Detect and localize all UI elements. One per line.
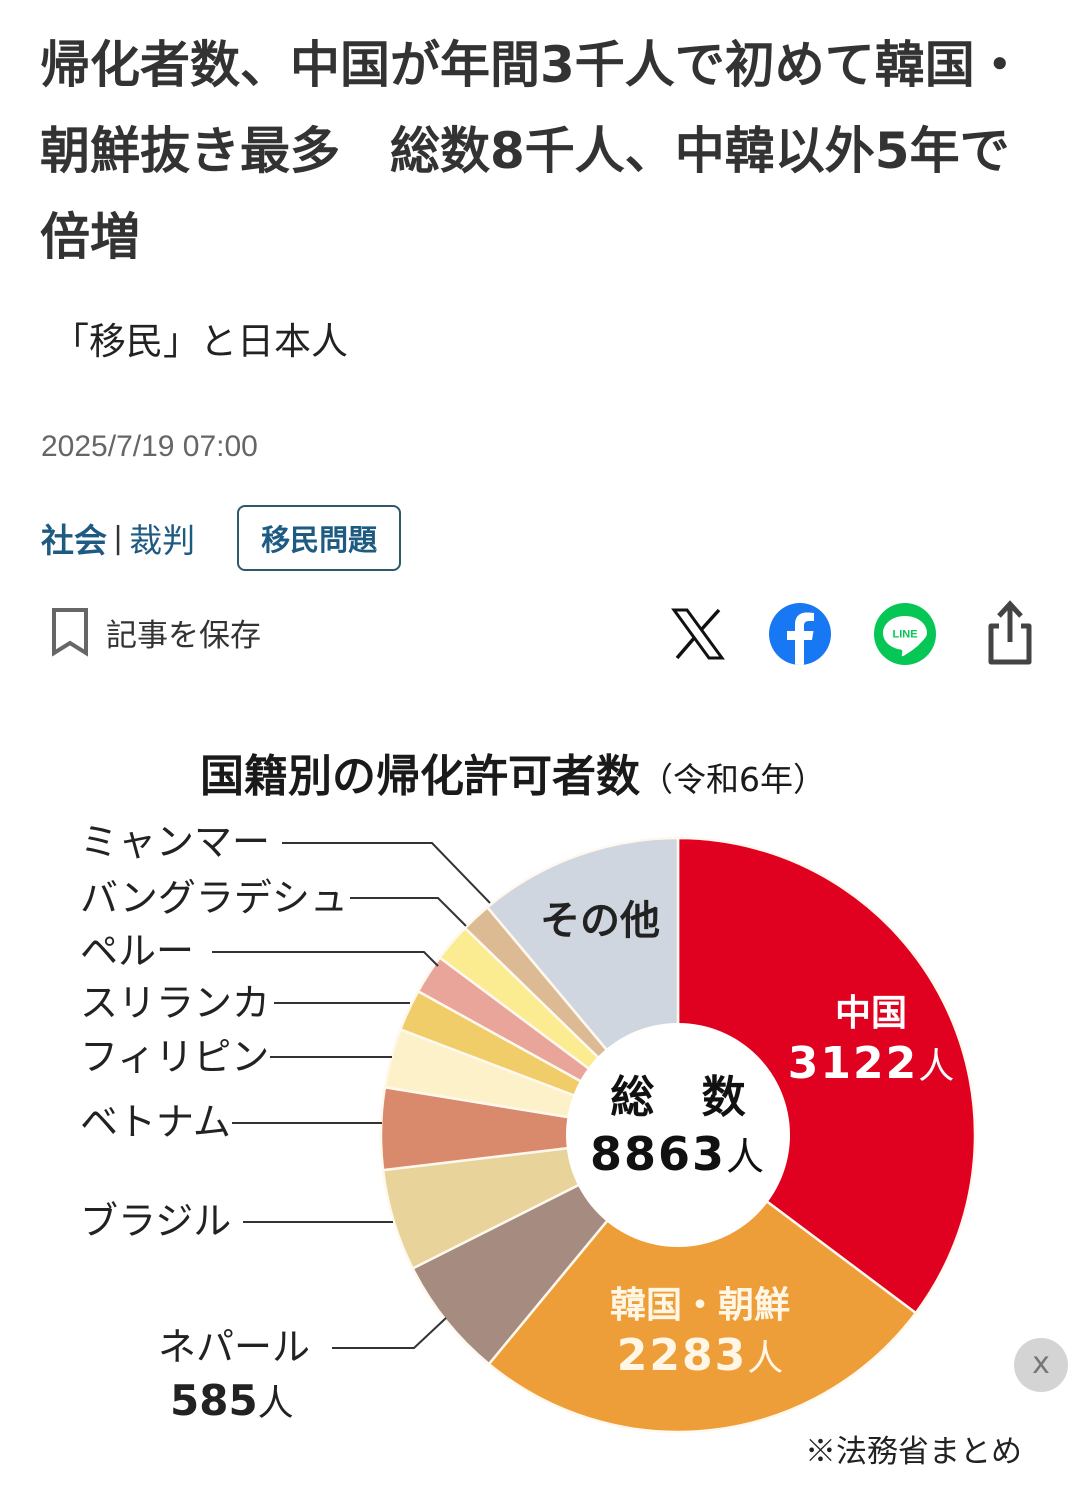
donut-total-unit: 人 bbox=[726, 1135, 767, 1179]
china-unit: 人 bbox=[918, 1046, 955, 1087]
share-native-button[interactable] bbox=[974, 598, 1046, 670]
slice-label-china-value: 3122人 bbox=[782, 1038, 960, 1093]
chart-title: 国籍別の帰化許可者数（令和6年） bbox=[200, 740, 826, 804]
save-article-label: 記事を保存 bbox=[106, 617, 261, 654]
slice-label-other: その他 bbox=[540, 898, 660, 944]
donut-slice bbox=[487, 1133, 918, 1434]
category-separator: | bbox=[113, 520, 124, 556]
leader-line-nepal bbox=[332, 1317, 447, 1349]
article-headline: 帰化者数、中国が年間3千人で初めて韓国・朝鮮抜き最多 総数8千人、中韓以外5年で… bbox=[40, 36, 1025, 266]
chart-title-sub: （令和6年） bbox=[640, 760, 826, 799]
bookmark-icon bbox=[52, 608, 88, 657]
legend-label-peru: ペルー bbox=[80, 929, 195, 973]
series-name-link[interactable]: 「移民」と日本人 bbox=[52, 320, 348, 363]
slice-label-china: 中国 3122人 bbox=[782, 990, 960, 1093]
donut-hole bbox=[566, 1023, 790, 1247]
category-link-society[interactable]: 社会 bbox=[41, 521, 107, 560]
share-row: LINE bbox=[660, 598, 1040, 670]
x-icon bbox=[671, 608, 725, 660]
legend-label-srilanka: スリランカ bbox=[80, 981, 271, 1025]
nepal-value-number: 585 bbox=[170, 1376, 258, 1425]
share-x-button[interactable] bbox=[662, 598, 734, 670]
nepal-value-unit: 人 bbox=[257, 1383, 294, 1424]
china-number: 3122 bbox=[787, 1038, 919, 1089]
legend-label-nepal: ネパール bbox=[158, 1325, 311, 1369]
leader-line-bangladesh bbox=[350, 897, 467, 927]
donut-slice bbox=[676, 836, 977, 1315]
donut-total-label: 総 数 bbox=[610, 1072, 762, 1123]
svg-text:LINE: LINE bbox=[892, 629, 917, 641]
tag-button-immigration[interactable]: 移民問題 bbox=[237, 505, 402, 571]
legend-label-brazil: ブラジル bbox=[80, 1199, 232, 1243]
line-icon: LINE bbox=[874, 603, 936, 665]
korea-number: 2283 bbox=[616, 1330, 748, 1381]
share-facebook-button[interactable] bbox=[764, 598, 836, 670]
facebook-icon bbox=[769, 603, 831, 665]
donut-total: 総 数 8863人 bbox=[566, 1070, 790, 1185]
legend-label-vietnam: ベトナム bbox=[80, 1100, 231, 1144]
legend-label-myanmar: ミャンマー bbox=[80, 820, 271, 864]
slice-label-korea-name: 韓国・朝鮮 bbox=[609, 1285, 790, 1326]
chart-source-note: ※法務省まとめ bbox=[805, 1434, 1022, 1470]
publish-timestamp: 2025/7/19 07:00 bbox=[41, 430, 258, 463]
category-row: 社会 | 裁判 移民問題 bbox=[41, 505, 402, 571]
close-ad-button[interactable]: x bbox=[1014, 1338, 1068, 1392]
slice-label-china-name: 中国 bbox=[834, 993, 907, 1034]
chart-title-main: 国籍別の帰化許可者数 bbox=[200, 751, 640, 802]
leader-line-myanmar bbox=[282, 842, 491, 904]
donut-total-number: 8863 bbox=[589, 1127, 726, 1181]
share-icon bbox=[988, 600, 1032, 665]
leader-lines bbox=[212, 842, 491, 1349]
legend-label-philippines: フィリピン bbox=[80, 1035, 270, 1079]
nepal-value: 585人 bbox=[170, 1374, 294, 1426]
slice-label-korea: 韓国・朝鮮 2283人 bbox=[600, 1282, 800, 1385]
share-line-button[interactable]: LINE bbox=[869, 598, 941, 670]
leader-line-peru bbox=[212, 951, 439, 967]
save-article-button[interactable]: 記事を保存 bbox=[50, 604, 261, 660]
korea-unit: 人 bbox=[747, 1338, 784, 1379]
legend-label-bangladesh: バングラデシュ bbox=[80, 876, 348, 920]
category-link-trial[interactable]: 裁判 bbox=[129, 521, 196, 560]
slice-label-korea-value: 2283人 bbox=[600, 1330, 800, 1385]
